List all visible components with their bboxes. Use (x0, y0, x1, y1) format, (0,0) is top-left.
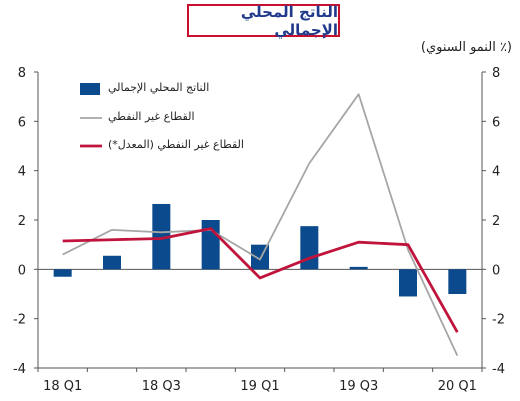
y-tick-label-right: 2 (492, 214, 500, 229)
legend-swatch-gdp (80, 83, 100, 95)
unit-label: (٪ النمو السنوي) (420, 40, 512, 55)
legend-swatches (80, 83, 102, 148)
series-line-non-oil (62, 93, 459, 357)
x-tick-label: 18 Q3 (142, 379, 181, 394)
x-tick-label: 19 Q3 (339, 379, 378, 394)
axes: -4 -4 -2 -2 0 0 2 2 4 4 6 6 8 8 18 Q1 18 Q3 19 Q1 19 Q3 20… (13, 66, 505, 394)
bar (300, 226, 319, 270)
x-tick-label: 20 Q1 (438, 379, 477, 394)
x-tick-label: 19 Q1 (240, 379, 279, 394)
y-tick-label-left: 2 (18, 214, 26, 229)
bar (448, 269, 467, 294)
x-tick-label: 18 Q1 (43, 379, 82, 394)
y-tick-label-right: -2 (492, 313, 505, 328)
y-tick-label-right: 6 (492, 115, 500, 130)
bar (53, 269, 72, 277)
y-tick-label-left: 0 (18, 263, 26, 278)
bars (53, 203, 467, 297)
y-tick-label-right: 4 (492, 165, 500, 180)
legend-label-non-oil-adjusted: القطاع غير النفطي (المعدل*) (108, 138, 244, 151)
bar (152, 203, 171, 270)
y-tick-label-left: 6 (18, 115, 26, 130)
y-tick-label-left: -4 (13, 362, 26, 377)
bar (349, 266, 368, 270)
y-tick-label-left: -2 (13, 313, 26, 328)
y-tick-label-right: 8 (492, 66, 500, 81)
y-tick-label-left: 4 (18, 165, 26, 180)
legend-label-gdp: الناتج المحلي الإجمالي (108, 81, 210, 94)
y-tick-label-right: -4 (492, 362, 505, 377)
bar (399, 269, 417, 297)
y-tick-label-right: 0 (492, 263, 500, 278)
lines (62, 93, 459, 357)
series-line-non-oil-adjusted (62, 227, 459, 333)
bar (103, 255, 121, 270)
y-tick-label-left: 8 (18, 66, 26, 81)
chart-title: الناتج المحلي الإجمالي (187, 3, 340, 39)
legend-label-non-oil: القطاع غير النفطي (108, 110, 195, 123)
